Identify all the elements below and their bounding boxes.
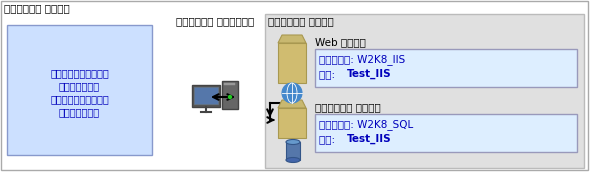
- FancyBboxPatch shape: [1, 1, 588, 170]
- Text: 名前:: 名前:: [319, 69, 339, 79]
- FancyBboxPatch shape: [315, 49, 577, 87]
- Ellipse shape: [286, 139, 300, 144]
- Ellipse shape: [286, 158, 300, 163]
- FancyBboxPatch shape: [315, 114, 577, 152]
- FancyBboxPatch shape: [286, 142, 300, 160]
- Polygon shape: [278, 100, 306, 108]
- Polygon shape: [278, 35, 306, 43]
- Text: データベース サーバー: データベース サーバー: [315, 102, 381, 112]
- Text: コンピューター: コンピューター: [59, 107, 100, 117]
- Text: Test_IIS: Test_IIS: [347, 69, 392, 79]
- Text: デスクトップ クライアント: デスクトップ クライアント: [176, 16, 254, 26]
- Text: 仮想マシン: W2K8_IIS: 仮想マシン: W2K8_IIS: [319, 54, 405, 65]
- Text: 使用するクライアント: 使用するクライアント: [50, 94, 109, 104]
- Circle shape: [228, 95, 231, 99]
- Circle shape: [282, 83, 302, 103]
- FancyBboxPatch shape: [222, 81, 238, 109]
- Text: 名前:: 名前:: [319, 134, 339, 144]
- Text: ネットワーク ドメイン: ネットワーク ドメイン: [4, 3, 70, 13]
- FancyBboxPatch shape: [7, 25, 152, 155]
- Text: ネットワーク ドメイン: ネットワーク ドメイン: [268, 16, 334, 26]
- FancyBboxPatch shape: [224, 83, 235, 85]
- FancyBboxPatch shape: [265, 14, 584, 168]
- FancyBboxPatch shape: [194, 87, 218, 104]
- FancyBboxPatch shape: [278, 108, 306, 138]
- Text: テスト担当者が環境に: テスト担当者が環境に: [50, 68, 109, 78]
- Text: 接続するために: 接続するために: [59, 81, 100, 91]
- FancyBboxPatch shape: [278, 43, 306, 83]
- FancyBboxPatch shape: [192, 85, 220, 107]
- Text: Web サーバー: Web サーバー: [315, 37, 366, 47]
- Text: 仮想マシン: W2K8_SQL: 仮想マシン: W2K8_SQL: [319, 119, 413, 130]
- Text: Test_IIS: Test_IIS: [347, 134, 392, 144]
